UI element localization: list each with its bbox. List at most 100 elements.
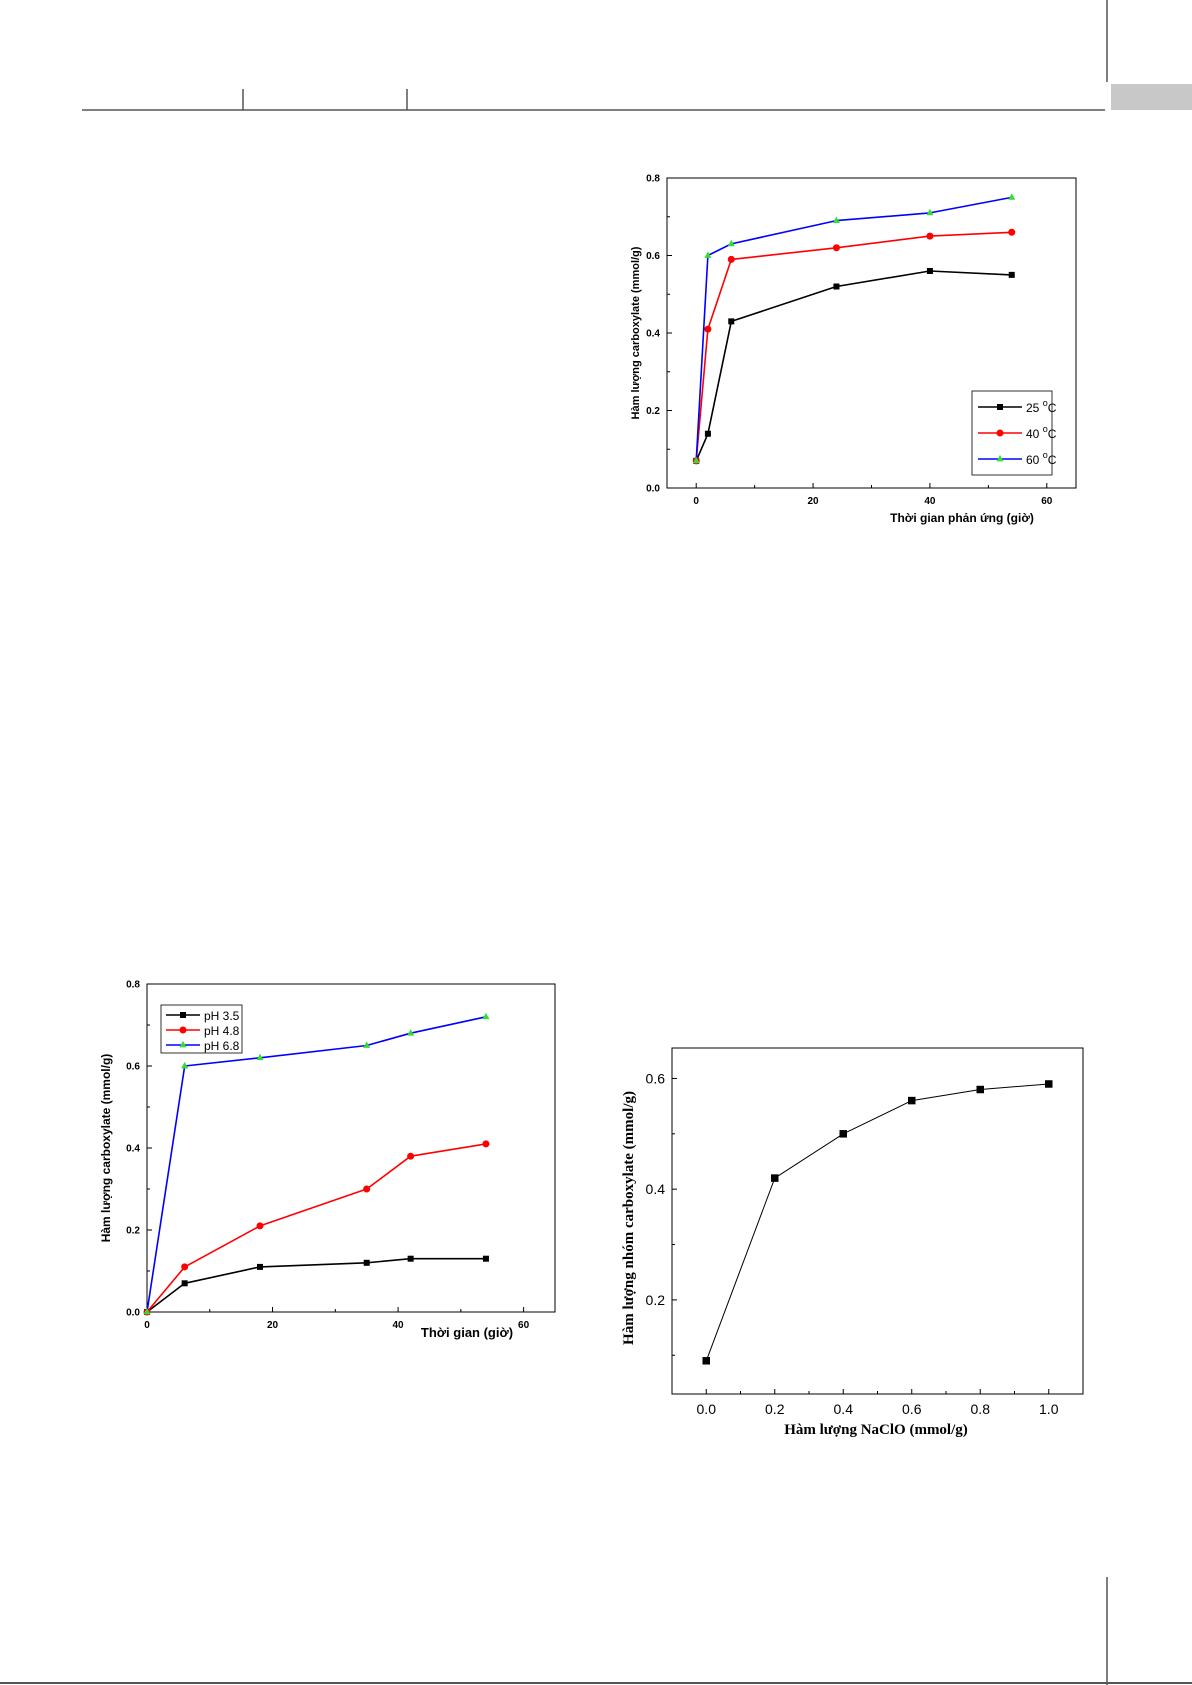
y-axis-ticks: 0.2 0.4 0.6 [646,1070,677,1356]
x-axis-label: Thời gian (giờ) [421,1325,513,1340]
series-group [702,1080,1053,1365]
data-point-series-2 [832,244,840,252]
legend-label: 25 oC [1026,398,1057,415]
y-tick-label: 0.4 [646,329,660,340]
x-tick-label: 1.0 [1039,1401,1059,1417]
legend: 25 oC 40 oC 60 oC [971,390,1057,476]
x-tick-label: 20 [267,1320,279,1331]
data-point-series-1 [363,1259,370,1266]
legend-label: pH 4.8 [204,1024,240,1038]
data-point-series-1 [728,318,735,325]
header-tab [1111,84,1192,110]
legend: pH 3.5pH 4.8pH 6.8 [160,1004,243,1054]
legend-marker [180,1012,186,1018]
data-point-series-3 [704,251,712,258]
data-point-series-2 [256,1222,264,1230]
data-point-series-1 [702,1357,710,1365]
y-tick-label: 0.2 [646,1292,666,1308]
data-point-series-1 [1008,271,1015,278]
y-tick-label: 0.8 [126,980,140,991]
x-tick-label: 0 [693,496,699,507]
data-point-series-1 [181,1280,188,1287]
y-axis-ticks: 0.0 0.2 0.4 0.6 0.8 [646,174,672,495]
y-tick-label: 0.4 [646,1181,666,1197]
series-line-1 [146,1257,486,1313]
x-tick-label: 0.2 [765,1401,785,1417]
data-point-series-1 [839,1130,847,1138]
legend-marker [996,429,1004,437]
x-axis-label: Thời gian phản ứng (giờ) [890,511,1034,525]
data-point-series-2 [181,1263,189,1271]
data-point-series-1 [976,1085,984,1094]
legend-label: 40 oC [1026,424,1057,441]
data-point-series-2 [704,325,712,333]
data-point-series-2 [727,255,735,263]
series-line-3 [695,196,1012,461]
data-point-series-1 [256,1263,263,1270]
y-tick-label: 0.0 [646,484,660,495]
data-point-series-2 [407,1152,415,1160]
series-line-2 [695,231,1012,461]
y-tick-label: 0.0 [126,1308,140,1319]
legend-marker [179,1040,187,1048]
data-point-series-3 [692,456,700,464]
chart-temperature: 0.0 0.2 0.4 0.6 0.8 0 20 40 60 Hàm lượng carbox… [630,174,1077,525]
x-tick-label: 0.0 [697,1401,717,1417]
series-group [692,193,1016,465]
data-point-series-3 [832,216,840,223]
data-point-series-2 [926,232,934,240]
data-point-series-1 [926,268,933,274]
x-tick-label: 0 [144,1320,150,1331]
data-point-series-1 [482,1255,489,1262]
plot-frame [671,1047,1084,1395]
legend-marker [997,404,1003,410]
y-tick-label: 0.6 [646,1070,666,1086]
data-point-series-3 [363,1041,371,1048]
series-line-1 [705,1083,1049,1361]
data-point-series-3 [727,239,735,247]
y-tick-label: 0.2 [126,1226,140,1237]
data-point-series-1 [407,1255,414,1262]
series-group [143,1012,490,1316]
x-tick-label: 0.4 [834,1401,854,1417]
x-tick-label: 60 [518,1320,530,1331]
x-axis-ticks: 0 20 40 60 [693,483,1053,507]
y-tick-label: 0.2 [646,406,660,417]
y-tick-label: 0.8 [646,174,660,185]
data-point-series-3 [1008,193,1016,200]
data-point-series-1 [704,430,711,437]
y-axis-label: Hàm lượng carboxylate (mmol/g) [630,246,642,419]
data-point-series-3 [181,1061,189,1069]
legend-label: 60 oC [1026,450,1057,467]
y-axis-label: Hàm lượng carboxylate (mmol/g) [99,1054,113,1243]
y-tick-label: 0.6 [646,251,660,262]
legend-marker [996,454,1004,462]
data-point-series-1 [771,1174,779,1182]
data-point-series-2 [1008,228,1016,236]
data-point-series-1 [908,1096,916,1105]
series-line-3 [146,1016,487,1313]
y-axis-label: Hàm lượng nhóm carboxylate (mmol/g) [621,1091,637,1345]
chart-ph: 0.0 0.2 0.4 0.6 0.8 0 20 40 60 Hàm lượng carbox… [99,980,556,1340]
data-point-series-3 [926,208,934,216]
x-tick-label: 20 [808,496,820,507]
page-header [82,0,1192,111]
y-axis-ticks: 0.0 0.2 0.4 0.6 0.8 [126,980,152,1319]
y-tick-label: 0.6 [126,1062,140,1073]
page-footer [0,1577,1192,1685]
x-tick-label: 0.8 [971,1401,991,1417]
series-line-2 [146,1143,487,1313]
chart-naclo: 0.2 0.4 0.6 0.0 0.2 0.4 0.6 0.8 1.0 Hàm lượng n… [621,1047,1084,1438]
legend-label: pH 3.5 [204,1009,240,1023]
data-point-series-1 [1045,1080,1053,1088]
x-axis-label: Hàm lượng NaClO (mmol/g) [784,1422,968,1438]
y-tick-label: 0.4 [126,1144,140,1155]
x-tick-label: 60 [1041,496,1053,507]
x-axis-ticks: 0.0 0.2 0.4 0.6 0.8 1.0 [671,1389,1084,1417]
x-tick-label: 0.6 [902,1401,922,1417]
series-line-1 [695,270,1012,462]
data-point-series-3 [407,1029,415,1036]
x-tick-label: 40 [393,1320,405,1331]
x-tick-label: 40 [924,496,936,507]
